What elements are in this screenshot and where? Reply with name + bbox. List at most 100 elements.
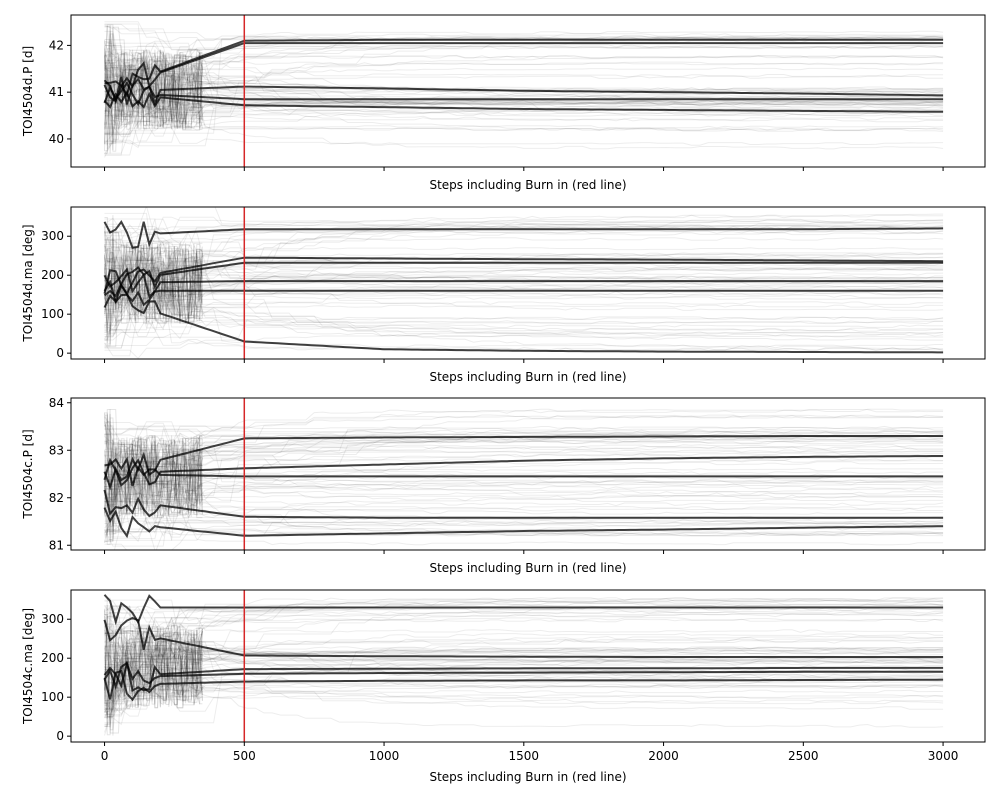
axes-frame [70, 397, 986, 551]
walker-chain-early [104, 436, 203, 512]
walker-chain-early [104, 33, 203, 123]
walker-chain-early [104, 414, 203, 541]
walker-chain-early [104, 230, 203, 316]
x-tick-label: 3000 [928, 749, 959, 763]
trace-panel-2: 0 100 200 300 Steps including Burn in (red l… [21, 206, 986, 384]
walker-chain-early [104, 264, 203, 319]
walker-chain-early [104, 250, 203, 310]
walker-chain-early [104, 242, 203, 313]
walker-chain-early [104, 631, 203, 708]
walker-chain-early [104, 258, 203, 324]
walker-chain-early [104, 51, 203, 127]
walker-chain-early [104, 628, 203, 711]
walker-chain-early [104, 52, 203, 126]
y-tick-label: 100 [41, 307, 64, 321]
axes-frame [70, 206, 986, 360]
x-axis-label: Steps including Burn in (red line) [429, 561, 626, 575]
walker-chain-early [104, 440, 203, 537]
walker-chain-early [104, 627, 203, 705]
y-tick-label: 82 [49, 491, 64, 505]
y-tick-label: 83 [49, 443, 64, 457]
walker-chain-early [104, 244, 203, 319]
walker-chain-early [104, 53, 203, 145]
y-axis-label: TOI4504d.P [d] [21, 46, 35, 137]
walker-chain-early [104, 613, 203, 731]
y-tick-label: 41 [49, 85, 64, 99]
x-tick-label: 2000 [648, 749, 679, 763]
walker-chain-early [104, 238, 203, 345]
walker-chain-early [104, 643, 203, 706]
walker-chain-early [104, 244, 203, 335]
walker-chain-early [104, 57, 203, 130]
walker-chain-early [104, 636, 203, 705]
walker-chain-early [104, 612, 203, 708]
walker-chain-early [104, 630, 203, 720]
walker-chain-early [104, 44, 203, 130]
walker-chain-early [104, 24, 203, 128]
walker-chain-early [104, 437, 203, 517]
walker-chain-early [104, 231, 203, 324]
trace-panels: 40 41 42 Steps including Burn in (red line)… [21, 14, 986, 784]
walker-chain-early [104, 57, 203, 119]
walker-chain-early [104, 49, 203, 150]
walker-chain-early [104, 236, 203, 347]
walker-chain-early [104, 625, 203, 710]
x-tick-label: 1500 [509, 749, 540, 763]
y-tick-label: 200 [41, 651, 64, 665]
walker-chain-early [104, 439, 203, 533]
y-tick-label: 81 [49, 538, 64, 552]
walker-chain-early [104, 258, 203, 325]
walker-chain-early [104, 630, 203, 726]
y-axis-label: TOI4504c.P [d] [21, 429, 35, 519]
trace-panel-1: 40 41 42 Steps including Burn in (red line)… [21, 14, 986, 192]
walker-chain-early [104, 425, 203, 518]
walker-chain-early [104, 626, 203, 727]
walker-chain-early [104, 416, 203, 504]
walker-chain-early [104, 629, 203, 702]
y-tick-label: 300 [41, 612, 64, 626]
walker-chain-early [104, 226, 203, 324]
walker-chain-early [104, 441, 203, 543]
walker-chain-early [104, 443, 203, 517]
x-tick-label: 500 [233, 749, 256, 763]
walker-chain-early [104, 623, 203, 706]
walker-chain-early [104, 413, 203, 514]
walker-chain-early [104, 244, 203, 328]
walker-chain-early [104, 438, 203, 517]
walker-chain-early [104, 436, 203, 514]
walker-chain-early [104, 25, 203, 129]
walker-chain-early [104, 56, 203, 152]
x-tick-label: 1000 [369, 749, 400, 763]
walker-chain-early [104, 245, 203, 336]
walker-chain-early [104, 437, 203, 541]
x-axis-label: Steps including Burn in (red line) [429, 770, 626, 784]
y-tick-label: 0 [56, 346, 64, 360]
axes-frame [70, 589, 986, 743]
walker-chain-early [104, 632, 203, 706]
walker-chain-early [104, 615, 203, 702]
x-axis-label: Steps including Burn in (red line) [429, 370, 626, 384]
walker-chain-early [104, 246, 203, 324]
trace-panel-4: 0 500 1000 1500 2000 2500 3000 0 100 200 300 Steps … [21, 589, 986, 784]
walker-chain-early [104, 441, 203, 514]
walker-chain-early [104, 245, 203, 326]
y-tick-label: 200 [41, 268, 64, 282]
y-axis-label: TOI4504c.ma [deg] [21, 608, 35, 725]
y-tick-label: 300 [41, 229, 64, 243]
y-tick-label: 0 [56, 729, 64, 743]
walker-chain-early [104, 39, 203, 130]
walker-chain-early [104, 627, 203, 711]
walker-chain-early [104, 440, 203, 508]
walker-chain-early [104, 55, 203, 128]
x-axis-label: Steps including Burn in (red line) [429, 178, 626, 192]
walker-chain-early [104, 435, 203, 545]
walker-chain-early [104, 445, 203, 516]
walker-chain-early [104, 630, 203, 736]
walker-chain-early [104, 243, 203, 321]
walker-chain-early [104, 435, 203, 516]
y-axis-label: TOI4504d.ma [deg] [21, 224, 35, 342]
walker-chain-early [104, 60, 203, 154]
y-tick-label: 40 [49, 132, 64, 146]
